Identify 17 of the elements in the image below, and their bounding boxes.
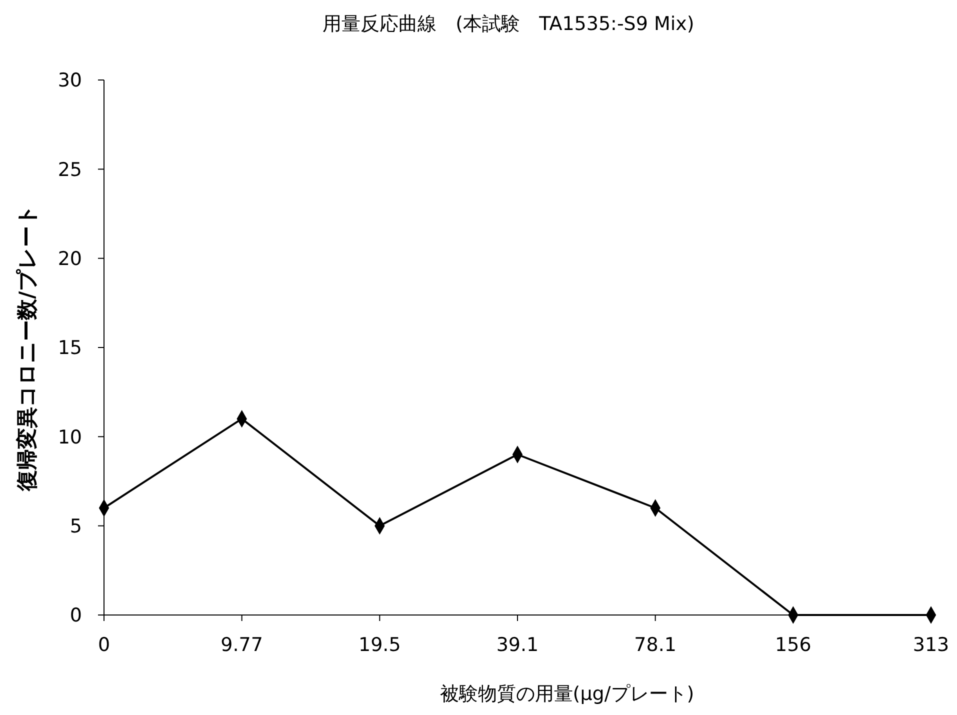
y-tick-label: 20 xyxy=(58,248,82,270)
y-tick-label: 30 xyxy=(58,70,82,92)
y-axis-title: 復帰変異コロニー数/プレート xyxy=(15,204,39,492)
x-tick-label: 78.1 xyxy=(634,634,676,656)
x-axis-title: 被験物質の用量(μg/プレート) xyxy=(440,683,694,705)
x-tick-label: 9.77 xyxy=(220,634,263,656)
x-tick-label: 0 xyxy=(98,634,110,656)
chart-title: 用量反応曲線 (本試験 TA1535:-S9 Mix) xyxy=(322,13,694,35)
y-tick-label: 25 xyxy=(58,158,82,181)
x-tick-label: 19.5 xyxy=(358,634,401,656)
x-tick-label: 156 xyxy=(775,634,812,656)
y-tick-label: 15 xyxy=(58,337,82,360)
x-tick-label: 313 xyxy=(912,634,950,656)
x-tick-label: 39.1 xyxy=(496,634,539,656)
y-tick-label: 10 xyxy=(58,426,82,448)
y-tick-label: 5 xyxy=(70,515,82,538)
y-tick-label: 0 xyxy=(70,604,82,627)
